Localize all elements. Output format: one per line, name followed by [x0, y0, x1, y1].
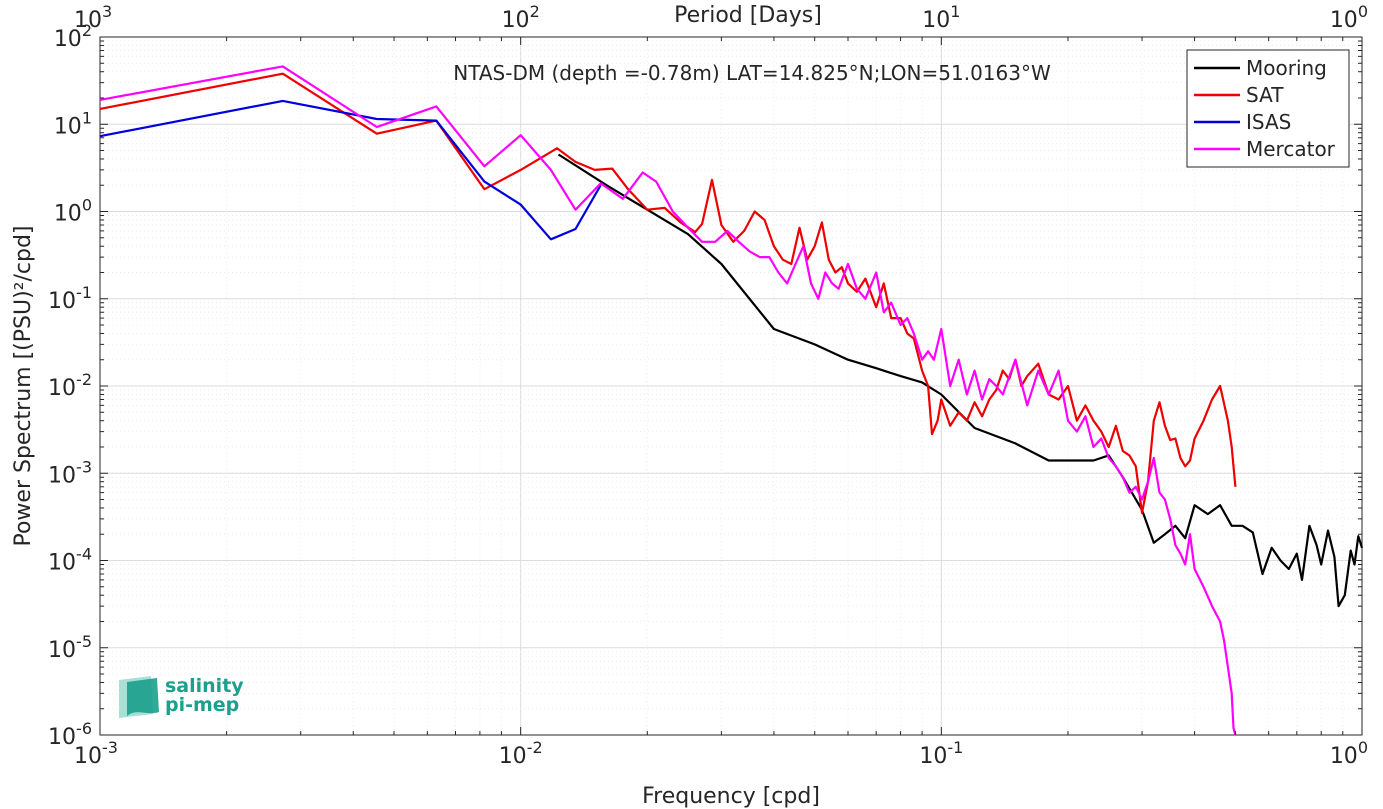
- y-tick-label: 10-4: [48, 545, 92, 576]
- top-tick-label: 103: [74, 2, 112, 33]
- legend-label-sat: SAT: [1246, 83, 1284, 107]
- y-tick-label: 10-6: [48, 719, 92, 750]
- y-tick-label: 102: [54, 21, 92, 52]
- top-tick-label: 102: [502, 2, 540, 33]
- top-tick-label: 101: [922, 2, 960, 33]
- x-axis-label: Frequency [cpd]: [642, 784, 820, 809]
- series-line-mercator: [99, 65, 1237, 736]
- logo-line-2: pi-mep: [165, 694, 239, 716]
- y-tick-label: 100: [54, 196, 92, 227]
- series-lines: [99, 65, 1364, 736]
- legend-label-mercator: Mercator: [1246, 137, 1336, 161]
- x-tick-label: 100: [1330, 738, 1368, 769]
- x-tick-label: 10-2: [499, 738, 543, 769]
- series-line-isas: [99, 99, 602, 241]
- chart-title: NTAS-DM (depth =-0.78m) LAT=14.825°N;LON…: [453, 61, 1051, 85]
- logo-line-1: salinity: [165, 675, 244, 697]
- top-axis-label: Period [Days]: [674, 3, 822, 28]
- y-tick-label: 10-1: [48, 283, 92, 314]
- salinity-pi-mep-logo: salinity pi-mep: [119, 675, 244, 718]
- y-tick-label: 101: [54, 108, 92, 139]
- x-tick-label: 10-3: [74, 738, 118, 769]
- series-line-mooring: [557, 153, 1364, 608]
- top-tick-label: 100: [1330, 2, 1368, 33]
- legend: Mooring SAT ISAS Mercator: [1186, 49, 1350, 168]
- y-tick-label: 10-2: [48, 370, 92, 401]
- y-tick-label: 10-3: [48, 457, 92, 488]
- y-tick-label: 10-5: [48, 632, 92, 663]
- legend-label-isas: ISAS: [1246, 110, 1291, 134]
- legend-label-mooring: Mooring: [1246, 56, 1327, 80]
- series-line-sat: [99, 72, 1237, 515]
- legend-box: [1186, 49, 1350, 168]
- y-axis-label: Power Spectrum [(PSU)²/cpd]: [11, 225, 36, 546]
- x-tick-label: 10-1: [919, 738, 963, 769]
- logo-wave-icon-front: [127, 678, 159, 716]
